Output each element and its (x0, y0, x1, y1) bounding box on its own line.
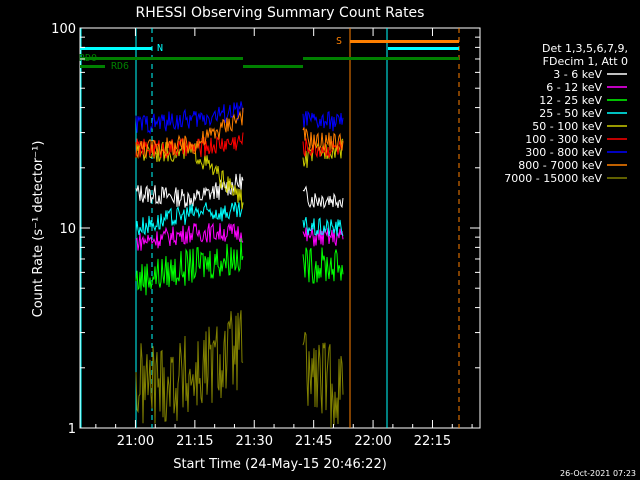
y-tick-label: 10 (59, 222, 76, 237)
rd0-bar (80, 57, 243, 60)
legend-entry-label: 3 - 6 keV (553, 68, 602, 81)
x-tick-label: 21:30 (236, 434, 273, 449)
legend-header-line: FDecim 1, Att 0 (543, 55, 628, 68)
rd0-bar (303, 57, 459, 60)
x-axis-label: Start Time (24-May-15 20:46:22) (173, 457, 387, 472)
x-tick-label: 21:45 (295, 434, 332, 449)
x-tick-label: 22:00 (354, 434, 391, 449)
y-tick-label: 1 (68, 422, 76, 437)
annotation-label-rd6: RD6 (111, 61, 129, 72)
footer-date: 26-Oct-2021 07:23 (560, 469, 636, 478)
x-tick-label: 22:15 (414, 434, 451, 449)
annotation-layer: N S RD0 RD6 (79, 28, 460, 428)
legend-entry-label: 12 - 25 keV (539, 94, 602, 107)
legend-header-line: Det 1,3,5,6,7,9, (542, 42, 628, 55)
series-line-8 (135, 310, 344, 429)
series-line-1 (135, 222, 344, 251)
legend-entry-label: 50 - 100 keV (532, 120, 602, 133)
rd6-bar (80, 65, 105, 68)
rd6-bar (243, 65, 303, 68)
night-bar (80, 47, 152, 50)
annotation-label-n: N (157, 43, 163, 54)
series-line-7 (135, 107, 344, 160)
legend: Det 1,3,5,6,7,9,FDecim 1, Att 03 - 6 keV… (504, 42, 628, 185)
axis-layer: 21:00 21:15 21:30 21:45 22:00 22:15 1 10 100 (51, 22, 480, 449)
annotation-label-s: S (336, 36, 342, 47)
legend-entry-label: 6 - 12 keV (546, 81, 602, 94)
x-tick-label: 21:00 (117, 434, 154, 449)
x-tick-label: 21:15 (176, 434, 213, 449)
chart-title: RHESSI Observing Summary Count Rates (136, 5, 425, 21)
series-layer (135, 101, 344, 429)
series-line-3 (135, 202, 344, 237)
night-bar (388, 47, 459, 50)
legend-entry-label: 100 - 300 keV (525, 133, 602, 146)
legend-entry-label: 300 - 800 keV (525, 146, 602, 159)
y-axis-label: Count Rate (s⁻¹ detector⁻¹) (31, 141, 46, 318)
series-line-0 (135, 173, 344, 210)
saa-bar (350, 40, 459, 43)
y-tick-label: 100 (51, 22, 76, 37)
series-line-2 (135, 238, 344, 296)
annotation-label-rd0: RD0 (79, 53, 97, 64)
series-line-6 (135, 101, 344, 135)
legend-entry-label: 800 - 7000 keV (518, 159, 602, 172)
legend-entry-label: 25 - 50 keV (539, 107, 602, 120)
legend-entry-label: 7000 - 15000 keV (504, 172, 602, 185)
